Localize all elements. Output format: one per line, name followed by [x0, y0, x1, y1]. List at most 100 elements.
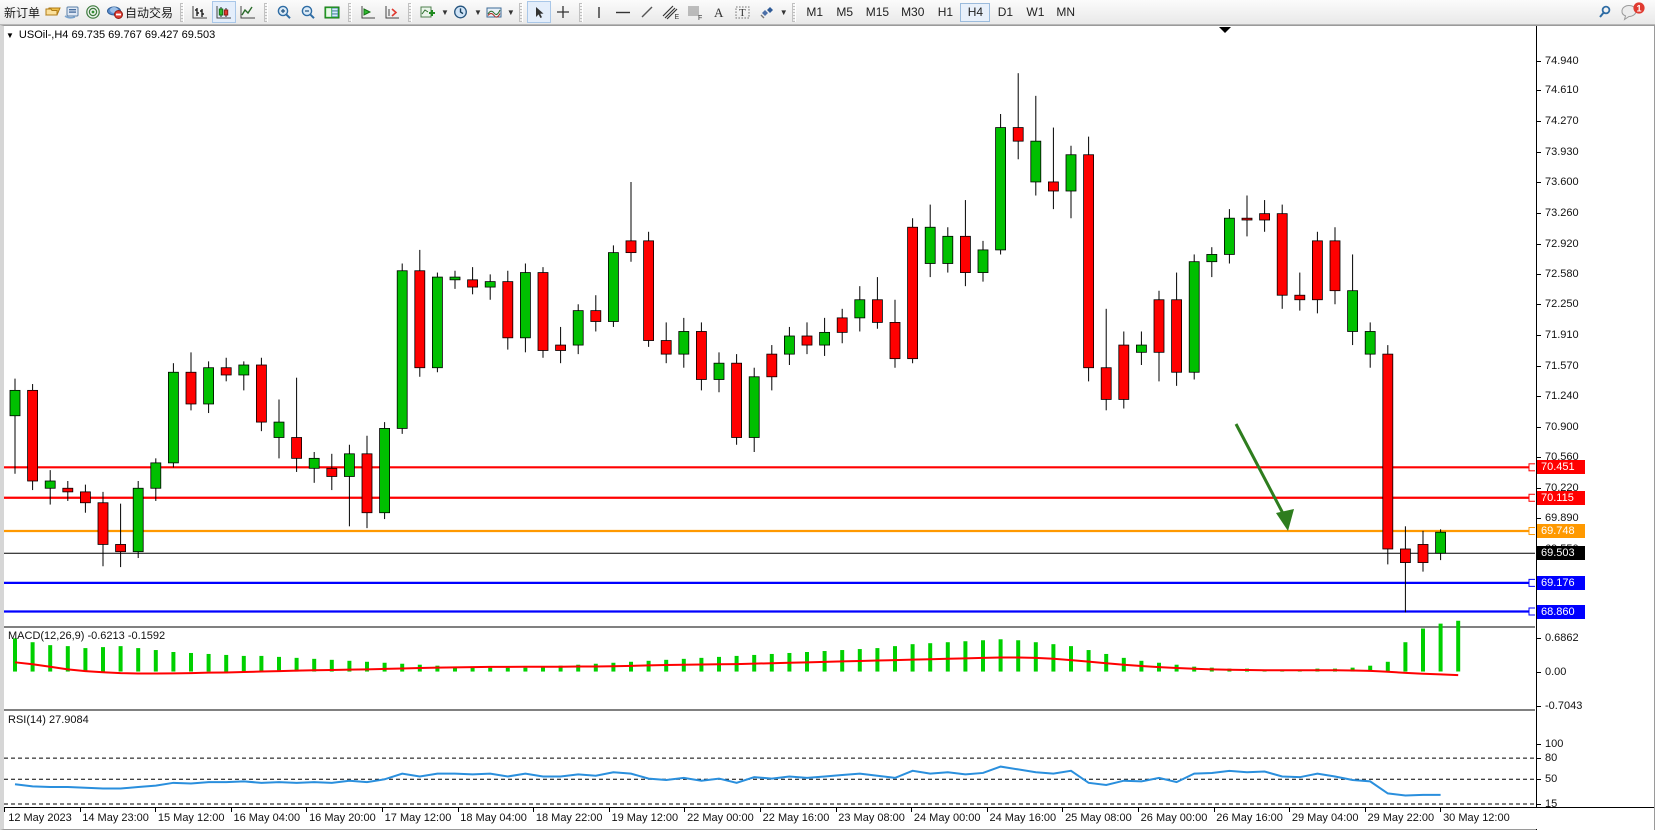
timeframe-group: M1 M5 M15 M30 H1 H4 D1 W1 MN — [800, 2, 1081, 22]
notifications-icon[interactable]: 1 — [1617, 1, 1649, 23]
periods-dropdown-caret[interactable]: ▼ — [473, 7, 482, 17]
time-tick-label: 16 May 20:00 — [309, 812, 376, 824]
zoom-out-icon[interactable] — [296, 1, 320, 23]
price-tick-mark — [1537, 335, 1541, 337]
bar-chart-icon[interactable] — [188, 1, 212, 23]
macd-tick-mark — [1537, 638, 1541, 639]
crosshair-icon[interactable] — [551, 1, 575, 23]
resistance-line-2-price-tag[interactable]: 70.115 — [1537, 490, 1585, 505]
horizontal-line-icon[interactable] — [611, 1, 635, 23]
time-tick-label: 24 May 00:00 — [913, 812, 981, 824]
time-tick-label: 15 May 12:00 — [157, 812, 225, 824]
shift-end-icon[interactable] — [380, 1, 404, 23]
profiles-icon[interactable] — [63, 2, 83, 22]
time-tick-mark — [835, 808, 837, 812]
indicators-dropdown-caret[interactable]: ▼ — [441, 7, 449, 17]
timeframe-button-m5[interactable]: M5 — [836, 5, 854, 19]
new-order-button[interactable]: 新订单 — [2, 1, 43, 24]
chart-window[interactable]: ▼ USOil-,H4 69.735 69.767 69.427 69.503 … — [0, 25, 1655, 830]
rsi-tick-label: 50 — [1545, 773, 1558, 786]
scroll-position-marker — [1219, 27, 1231, 33]
svg-text:A: A — [714, 5, 724, 20]
time-tick-mark — [155, 808, 157, 812]
rsi-tick-mark — [1537, 779, 1541, 781]
timeframe-button-h1[interactable]: H1 — [937, 5, 954, 19]
time-tick-label: 14 May 23:00 — [82, 812, 149, 824]
macd-indicator-label: MACD(12,26,9) -0.6213 -0.1592 — [8, 630, 166, 642]
time-tick-label: 24 May 16:00 — [989, 812, 1057, 824]
timeframe-button-mn[interactable]: MN — [1056, 5, 1076, 19]
rsi-tick-mark — [1537, 804, 1541, 805]
time-tick-mark — [4, 808, 5, 812]
timeframe-button-m30[interactable]: M30 — [901, 5, 925, 19]
objects-dropdown-caret[interactable]: ▼ — [779, 7, 788, 17]
shift-start-icon[interactable] — [356, 1, 380, 23]
folder-icon[interactable] — [43, 2, 63, 22]
price-tick-label: 71.910 — [1545, 329, 1579, 342]
candlestick-chart-icon[interactable] — [212, 1, 237, 23]
plot-area[interactable] — [4, 26, 1535, 830]
price-tick-label: 74.940 — [1545, 54, 1579, 67]
resistance-line-1-price-tag[interactable]: 70.451 — [1537, 460, 1585, 475]
macd-tick-mark — [1537, 671, 1541, 673]
timeframe-button-h4[interactable]: H4 — [960, 2, 991, 22]
autotrading-button[interactable]: 自动交易 — [103, 1, 176, 24]
svg-text:T: T — [739, 7, 746, 19]
time-tick-mark — [382, 808, 383, 812]
price-tick-mark — [1537, 488, 1541, 490]
timeframe-button-m15[interactable]: M15 — [865, 5, 890, 19]
timeframe-button-w1[interactable]: W1 — [1026, 5, 1045, 19]
price-axis[interactable]: 74.940 74.610 74.270 73.930 73.600 73.260 72.9… — [1536, 26, 1654, 830]
templates-dropdown-caret[interactable]: ▼ — [506, 7, 515, 17]
price-tick-mark — [1537, 304, 1541, 306]
time-tick-mark — [230, 808, 232, 812]
time-tick-mark — [1440, 808, 1442, 812]
fibonacci-icon[interactable]: F — [683, 1, 707, 23]
rsi-tick-mark — [1537, 744, 1541, 745]
zoom-in-icon[interactable] — [272, 1, 296, 23]
trendline-icon[interactable] — [635, 1, 659, 23]
entry-line-price-tag[interactable]: 69.748 — [1537, 524, 1585, 539]
objects-icon[interactable] — [755, 1, 779, 23]
rsi-indicator-label: RSI(14) 27.9084 — [8, 714, 89, 726]
price-tick-label: 71.240 — [1545, 389, 1579, 402]
price-tick-label: 72.250 — [1545, 298, 1579, 311]
time-tick-label: 29 May 04:00 — [1291, 812, 1359, 824]
bearish-arrow-annotation — [1234, 423, 1294, 531]
text-icon[interactable]: A — [707, 1, 731, 23]
timeframe-button-m1[interactable]: M1 — [806, 5, 824, 19]
price-tick-label: 72.580 — [1545, 268, 1579, 281]
time-axis[interactable]: 12 May 2023 14 May 23:00 15 May 12:00 16 Ma… — [4, 807, 1654, 829]
target-line-1-price-tag[interactable]: 69.176 — [1537, 575, 1585, 590]
svg-text:E: E — [674, 14, 679, 21]
toolbar-separator — [180, 2, 185, 22]
price-tick-mark — [1537, 121, 1541, 123]
chart-collapse-icon[interactable]: ▼ — [6, 30, 14, 40]
price-tick-mark — [1537, 426, 1541, 428]
cursor-icon[interactable] — [526, 1, 551, 23]
toolbar-separator — [578, 2, 583, 22]
timeframe-button-d1[interactable]: D1 — [997, 5, 1014, 19]
market-watch-icon[interactable] — [83, 2, 103, 22]
templates-icon[interactable] — [482, 1, 506, 23]
target-line-2-price-tag[interactable]: 68.860 — [1537, 604, 1585, 619]
time-tick-mark — [1213, 808, 1215, 812]
time-tick-label: 18 May 22:00 — [535, 812, 603, 824]
line-chart-icon[interactable] — [236, 1, 260, 23]
current-price-line-price-tag[interactable]: 69.503 — [1537, 546, 1585, 561]
text-label-icon[interactable]: T — [731, 1, 755, 23]
price-tick-label: 73.600 — [1545, 175, 1579, 188]
indicators-icon[interactable] — [416, 1, 440, 23]
equidistant-channel-icon[interactable]: E — [659, 1, 683, 23]
periods-icon[interactable] — [449, 1, 473, 23]
tile-windows-icon[interactable] — [320, 1, 344, 23]
vertical-line-icon[interactable] — [587, 1, 611, 23]
time-tick-label: 19 May 12:00 — [611, 812, 679, 824]
time-tick-mark — [457, 808, 459, 812]
time-tick-label: 22 May 00:00 — [687, 812, 754, 824]
time-tick-label: 30 May 12:00 — [1443, 812, 1510, 824]
time-tick-label: 17 May 12:00 — [384, 812, 452, 824]
search-icon[interactable] — [1593, 1, 1617, 23]
time-tick-mark — [1289, 808, 1291, 812]
chart-header-text: USOil-,H4 69.735 69.767 69.427 69.503 — [18, 29, 216, 41]
